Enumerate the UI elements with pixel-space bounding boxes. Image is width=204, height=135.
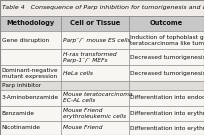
Text: Nicotinamide: Nicotinamide	[2, 126, 41, 131]
Bar	[129, 121, 204, 135]
Bar	[61, 49, 129, 65]
Text: Induction of tophoblast giant cells in
teratocarcinoma like tumor (in nude mic: Induction of tophoblast giant cells in t…	[130, 35, 204, 46]
Bar	[61, 81, 129, 90]
Text: Mouse Friend
erythroleukemic cells: Mouse Friend erythroleukemic cells	[63, 108, 126, 119]
Text: Decreased tumorigenesis: Decreased tumorigenesis	[130, 55, 204, 60]
Bar	[129, 106, 204, 121]
Bar	[61, 65, 129, 81]
Text: H-ras transformed
Parp-1⁻/⁻ MEFs: H-ras transformed Parp-1⁻/⁻ MEFs	[63, 52, 116, 63]
Bar	[129, 90, 204, 106]
Text: Differentiation into endodermal epithe: Differentiation into endodermal epithe	[130, 95, 204, 100]
Text: HeLa cells: HeLa cells	[63, 71, 93, 76]
Text: Gene disruption: Gene disruption	[2, 38, 49, 43]
Bar	[129, 16, 204, 31]
Text: Differentiation into erythrocytes¹¹: Differentiation into erythrocytes¹¹	[130, 125, 204, 131]
Text: Cell or Tissue: Cell or Tissue	[70, 20, 120, 26]
Bar	[129, 49, 204, 65]
Text: Outcome: Outcome	[150, 20, 183, 26]
Bar	[129, 31, 204, 49]
Text: Decreased tumorigenesis: Decreased tumorigenesis	[130, 71, 204, 76]
Text: Parp⁻/⁻ mouse ES cells: Parp⁻/⁻ mouse ES cells	[63, 38, 130, 43]
Text: Mouse Friend: Mouse Friend	[63, 126, 102, 131]
Bar	[61, 90, 129, 106]
Text: Mouse teratocarcinoma
EC-AL cells: Mouse teratocarcinoma EC-AL cells	[63, 92, 132, 103]
Bar	[0, 49, 61, 65]
Bar	[0, 65, 61, 81]
Text: Differentiation into erythrocytes: Differentiation into erythrocytes	[130, 111, 204, 116]
Text: Dominant-negative
mutant expression: Dominant-negative mutant expression	[2, 68, 58, 79]
Text: Methodology: Methodology	[7, 20, 55, 26]
Bar	[0, 16, 61, 31]
Text: Parp inhibitor: Parp inhibitor	[2, 83, 41, 88]
Bar	[61, 16, 129, 31]
Bar	[0, 121, 61, 135]
Bar	[129, 65, 204, 81]
Bar	[61, 106, 129, 121]
Text: Benzamide: Benzamide	[2, 111, 35, 116]
Bar	[0, 31, 61, 49]
Bar	[61, 121, 129, 135]
Bar	[129, 81, 204, 90]
Bar	[0, 81, 61, 90]
Bar	[0, 106, 61, 121]
Bar	[61, 31, 129, 49]
Text: Table 4   Consequence of Parp inhibition for tumorigenesis and differentiation o: Table 4 Consequence of Parp inhibition f…	[2, 5, 204, 10]
Text: 3-Aminobenzamide: 3-Aminobenzamide	[2, 95, 59, 100]
Bar	[0, 90, 61, 106]
Bar	[0, 0, 204, 16]
